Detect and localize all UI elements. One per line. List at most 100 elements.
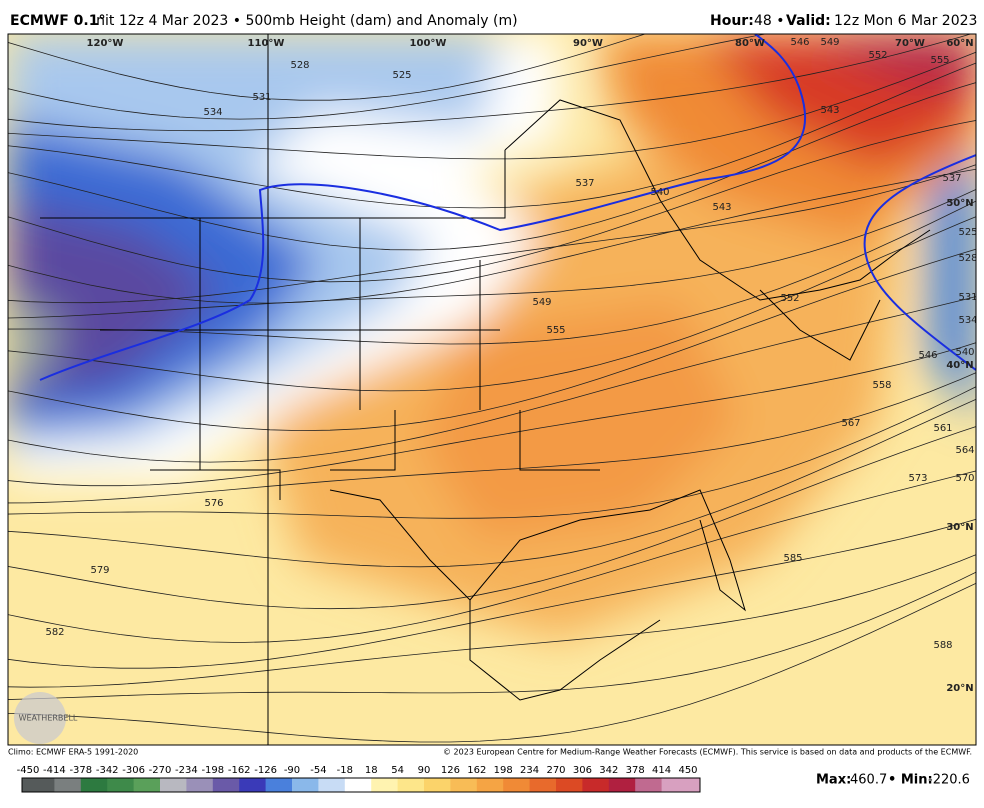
contour-line: [8, 518, 976, 669]
colorbar-swatch: [133, 778, 161, 792]
min: -220.6: [928, 773, 970, 788]
colorbar-swatch: [503, 778, 531, 792]
contour-line: [8, 386, 976, 519]
contour-label: 546: [790, 37, 809, 48]
contour-line: [8, 188, 976, 319]
contour-label: 540: [650, 187, 669, 198]
contour-label: 537: [942, 173, 961, 184]
map: 528 525 531 534 537 540 543 546 549 552 555 543 537 5…: [8, 34, 977, 745]
contour-label: 528: [290, 60, 309, 71]
contour-label: 573: [908, 473, 927, 484]
colorbar-swatch: [318, 778, 346, 792]
contour-label: 585: [783, 553, 802, 564]
contour-label: 588: [933, 640, 952, 651]
copyright: © 2023 European Centre for Medium-Range …: [443, 748, 972, 757]
contour-label: 543: [712, 202, 731, 213]
contour-line: [8, 34, 647, 101]
colorbar-frame: [21, 777, 701, 793]
longitude-label: 110°W: [248, 38, 285, 49]
colorbar-tick-label: 450: [678, 765, 697, 776]
colorbar-tick-label: -342: [96, 765, 119, 776]
colorbar-swatch: [450, 778, 478, 792]
colorbar-tick-label: -414: [43, 765, 66, 776]
colorbar-tick-label: -18: [337, 765, 353, 776]
contour-line: [8, 119, 976, 283]
contour-label: 534: [958, 315, 977, 326]
longitude-label: 60°N: [946, 38, 973, 49]
valid: 12z Mon 6 Mar 2023: [834, 13, 977, 29]
contour-label: 570: [955, 473, 974, 484]
colorbar-tick-label: 90: [418, 765, 431, 776]
contour-label: 579: [90, 565, 109, 576]
colorbar-tick-label: -54: [310, 765, 326, 776]
contour-line: [8, 164, 976, 304]
contour-label: 525: [392, 70, 411, 81]
colorbar-swatch: [529, 778, 557, 792]
latitude-label: 50°N: [946, 198, 973, 209]
colorbar-tick-label: -198: [201, 765, 224, 776]
contour-line: [8, 342, 976, 487]
colorbar-tick-label: 270: [546, 765, 565, 776]
contour-label: 558: [872, 380, 891, 391]
contour-label: 534: [203, 107, 222, 118]
climo: Climo: ECMWF ERA-5 1991-2020: [8, 748, 138, 757]
colorbar-tick-label: -450: [17, 765, 40, 776]
colorbar-swatch: [476, 778, 504, 792]
colorbar-tick-label: -126: [254, 765, 277, 776]
colorbar-tick-label: 18: [365, 765, 378, 776]
latitude-label: 30°N: [946, 522, 973, 533]
contour-label: 531: [252, 92, 271, 103]
contour-label: 531: [958, 292, 977, 303]
colorbar-tick-label: -306: [122, 765, 145, 776]
colorbar-swatch: [160, 778, 187, 792]
valid-label: Valid:: [786, 13, 831, 29]
colorbar-tick-label: -378: [69, 765, 92, 776]
colorbar-tick-label: -270: [149, 765, 172, 776]
colorbar-swatch: [556, 778, 583, 792]
logo: WEATHERBELL: [19, 714, 78, 723]
contour-label: 537: [575, 178, 594, 189]
contour-line: [8, 216, 976, 392]
colorbar-swatch: [424, 778, 451, 792]
latitude-label: 40°N: [946, 360, 973, 371]
colorbar-swatch: [635, 778, 663, 792]
colorbar-swatch: [608, 778, 636, 792]
contour-label: 564: [955, 445, 974, 456]
contour-line: [8, 296, 976, 463]
max: 460.7: [850, 773, 887, 788]
colorbar-tick-label: 198: [494, 765, 513, 776]
contour-line: [8, 34, 768, 120]
contour-line: [8, 168, 976, 304]
colorbar-tick-label: -234: [175, 765, 198, 776]
colorbar-swatch: [661, 778, 701, 792]
colorbar-swatch: [212, 778, 240, 792]
contour-line: [8, 248, 976, 432]
colorbar-tick-label: 126: [441, 765, 460, 776]
contour-label: 543: [820, 105, 839, 116]
contour-label: 567: [841, 418, 860, 429]
colorbar-swatch: [265, 778, 293, 792]
contour-label: 549: [820, 37, 839, 48]
hour-label: Hour:: [710, 13, 754, 29]
colorbar-tick-label: 342: [599, 765, 618, 776]
contour-label: 540: [955, 347, 974, 358]
contour-line: [8, 571, 976, 700]
contour-label: 525: [958, 227, 977, 238]
colorbar-tick-label: -162: [228, 765, 251, 776]
contour-label: 528: [958, 253, 977, 264]
colorbar-tick-label: 54: [391, 765, 404, 776]
colorbar-swatch: [107, 778, 135, 792]
colorbar-tick-label: -90: [284, 765, 300, 776]
contour-line: [8, 398, 976, 568]
contour-line: [8, 582, 976, 743]
colorbar-swatch: [344, 778, 372, 792]
model: ECMWF 0.1°: [10, 13, 105, 29]
contour-label: 555: [546, 325, 565, 336]
contour-label: 555: [930, 55, 949, 66]
colorbar-swatch: [22, 778, 55, 792]
contour-line: [8, 82, 976, 251]
colorbar-tick-label: 414: [652, 765, 671, 776]
colorbar-swatch: [239, 778, 267, 792]
max-label: Max:: [816, 773, 851, 788]
